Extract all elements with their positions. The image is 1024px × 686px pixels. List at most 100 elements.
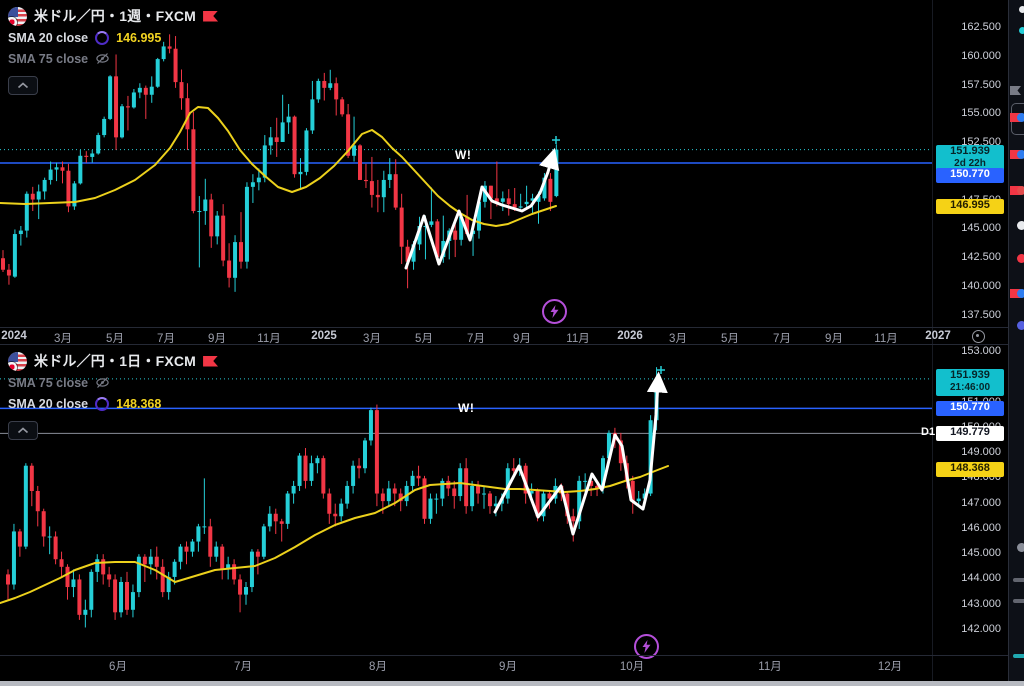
w-pattern-drawing[interactable] — [493, 371, 668, 536]
lightning-icon[interactable] — [634, 634, 659, 659]
candle-body — [453, 230, 458, 240]
symbol-title[interactable]: 米ドル／円・1日・FXCM — [34, 353, 197, 369]
axis-separator — [932, 0, 933, 681]
candle-body — [244, 587, 248, 595]
time-axis[interactable]: 2024 3月 5月 7月 9月 11月 2025 3月 5月 7月 9月 11月 2026 3月 5月 7月… — [0, 327, 1008, 344]
watchlist-flag-icon[interactable] — [1010, 289, 1021, 298]
w-line-label[interactable]: W! — [458, 401, 475, 415]
candle-body — [465, 216, 470, 235]
lightning-icon[interactable] — [542, 299, 567, 324]
candle-body — [66, 170, 71, 207]
candle-body — [208, 526, 213, 557]
indicator-row-sma20[interactable]: SMA 20 close 148.368 — [8, 393, 218, 414]
price-tick: 145.000 — [961, 547, 1001, 560]
price-axis[interactable]: 153.000152.000151.000150.000149.000148.0… — [933, 345, 1008, 655]
candle-body — [261, 526, 266, 557]
daily-candlestick-plot[interactable] — [0, 345, 933, 655]
candle-body — [358, 145, 362, 180]
watchlist-symbol-icon[interactable] — [1017, 186, 1024, 195]
candle-body — [232, 564, 237, 580]
candle-body — [12, 234, 17, 277]
usdjpy-pair-icon[interactable] — [8, 6, 27, 26]
candle-body — [380, 493, 385, 502]
d1-line-label[interactable]: D1 — [921, 426, 936, 438]
usdjpy-pair-icon[interactable] — [8, 351, 27, 371]
candle-body — [18, 230, 23, 235]
watchlist-symbol-icon[interactable] — [1017, 289, 1024, 298]
watchlist-symbol-icon[interactable] — [1019, 6, 1024, 13]
chevron-up-icon — [17, 427, 29, 434]
candle-body — [339, 503, 344, 517]
sma-20-line[interactable] — [0, 106, 557, 227]
watchlist-flag-icon[interactable] — [1010, 113, 1021, 122]
watchlist-symbol-icon[interactable] — [1017, 254, 1024, 263]
candle-body — [220, 546, 225, 570]
time-tick: 2025 — [311, 330, 337, 342]
eye-off-icon[interactable] — [95, 376, 110, 389]
candle-body — [524, 201, 529, 205]
candle-body — [352, 145, 357, 156]
candle-body — [422, 478, 427, 519]
candle-body — [357, 465, 362, 469]
w-line-label[interactable]: W! — [455, 148, 472, 162]
candle-body — [89, 571, 94, 610]
candle-body — [166, 576, 171, 593]
candle-body — [125, 581, 129, 610]
candle-body — [310, 99, 315, 131]
weekly-candlestick-plot[interactable] — [0, 0, 933, 327]
time-tick: 9月 — [513, 333, 531, 344]
candle-body — [387, 174, 392, 180]
time-tick: 5月 — [721, 333, 739, 344]
watchlist-flag-icon[interactable] — [1010, 186, 1021, 195]
candle-body — [273, 513, 278, 522]
watchlist-symbol-icon[interactable] — [1013, 578, 1024, 582]
candle-body — [505, 468, 510, 499]
eye-off-icon[interactable] — [95, 52, 110, 65]
collapse-legend-button[interactable] — [8, 76, 38, 95]
candle-body — [571, 516, 576, 522]
w-pattern-drawing[interactable] — [404, 147, 560, 270]
candle-body — [59, 559, 64, 567]
sma-20-line[interactable] — [0, 465, 669, 604]
indicator-row-sma75[interactable]: SMA 75 close — [8, 372, 218, 393]
candle-body — [161, 46, 166, 60]
candle-body — [239, 242, 243, 262]
clock-icon[interactable] — [972, 330, 985, 343]
chevron-up-icon — [17, 82, 29, 89]
watchlist-symbol-icon[interactable] — [1017, 321, 1024, 330]
indicator-row-sma75[interactable]: SMA 75 close — [8, 48, 218, 69]
candle-body — [17, 531, 22, 547]
candle-body — [1, 258, 5, 270]
watchlist-symbol-icon[interactable] — [1013, 599, 1024, 603]
price-axis[interactable]: 162.500160.000157.500155.000152.500150.0… — [933, 0, 1008, 327]
candle-body — [173, 48, 178, 83]
candle-body — [96, 135, 101, 154]
candle-body — [155, 59, 160, 87]
indicator-row-sma20[interactable]: SMA 20 close 146.995 — [8, 27, 218, 48]
candle-body — [197, 211, 202, 213]
symbol-title[interactable]: 米ドル／円・1週・FXCM — [34, 8, 197, 24]
watchlist-strip[interactable] — [1008, 0, 1024, 681]
collapse-legend-button[interactable] — [8, 421, 38, 440]
time-tick: 2026 — [617, 330, 643, 342]
watchlist-symbol-icon[interactable] — [1013, 654, 1024, 658]
watchlist-flag-icon[interactable] — [1010, 150, 1021, 159]
candle-body — [363, 179, 368, 182]
pane-divider[interactable] — [0, 344, 1008, 345]
candle-body — [142, 556, 147, 565]
watchlist-symbol-icon[interactable] — [1017, 150, 1024, 159]
red-flag-icon[interactable] — [203, 10, 219, 22]
candle-body — [268, 137, 273, 146]
watchlist-symbol-icon[interactable] — [1017, 543, 1024, 552]
watchlist-symbol-icon[interactable] — [1017, 113, 1024, 122]
time-axis[interactable]: 6月 7月 8月 9月 10月 11月 12月 — [0, 655, 1008, 674]
indicator-value: 148.368 — [116, 396, 162, 411]
candle-body — [493, 503, 498, 507]
candle-body — [202, 526, 207, 528]
watchlist-symbol-icon[interactable] — [1019, 27, 1024, 34]
candle-body — [636, 498, 641, 502]
red-flag-icon[interactable] — [203, 355, 219, 367]
watchlist-symbol-icon[interactable] — [1017, 221, 1024, 230]
price-tick: 162.500 — [961, 21, 1001, 33]
watchlist-flag-icon[interactable] — [1010, 86, 1021, 95]
